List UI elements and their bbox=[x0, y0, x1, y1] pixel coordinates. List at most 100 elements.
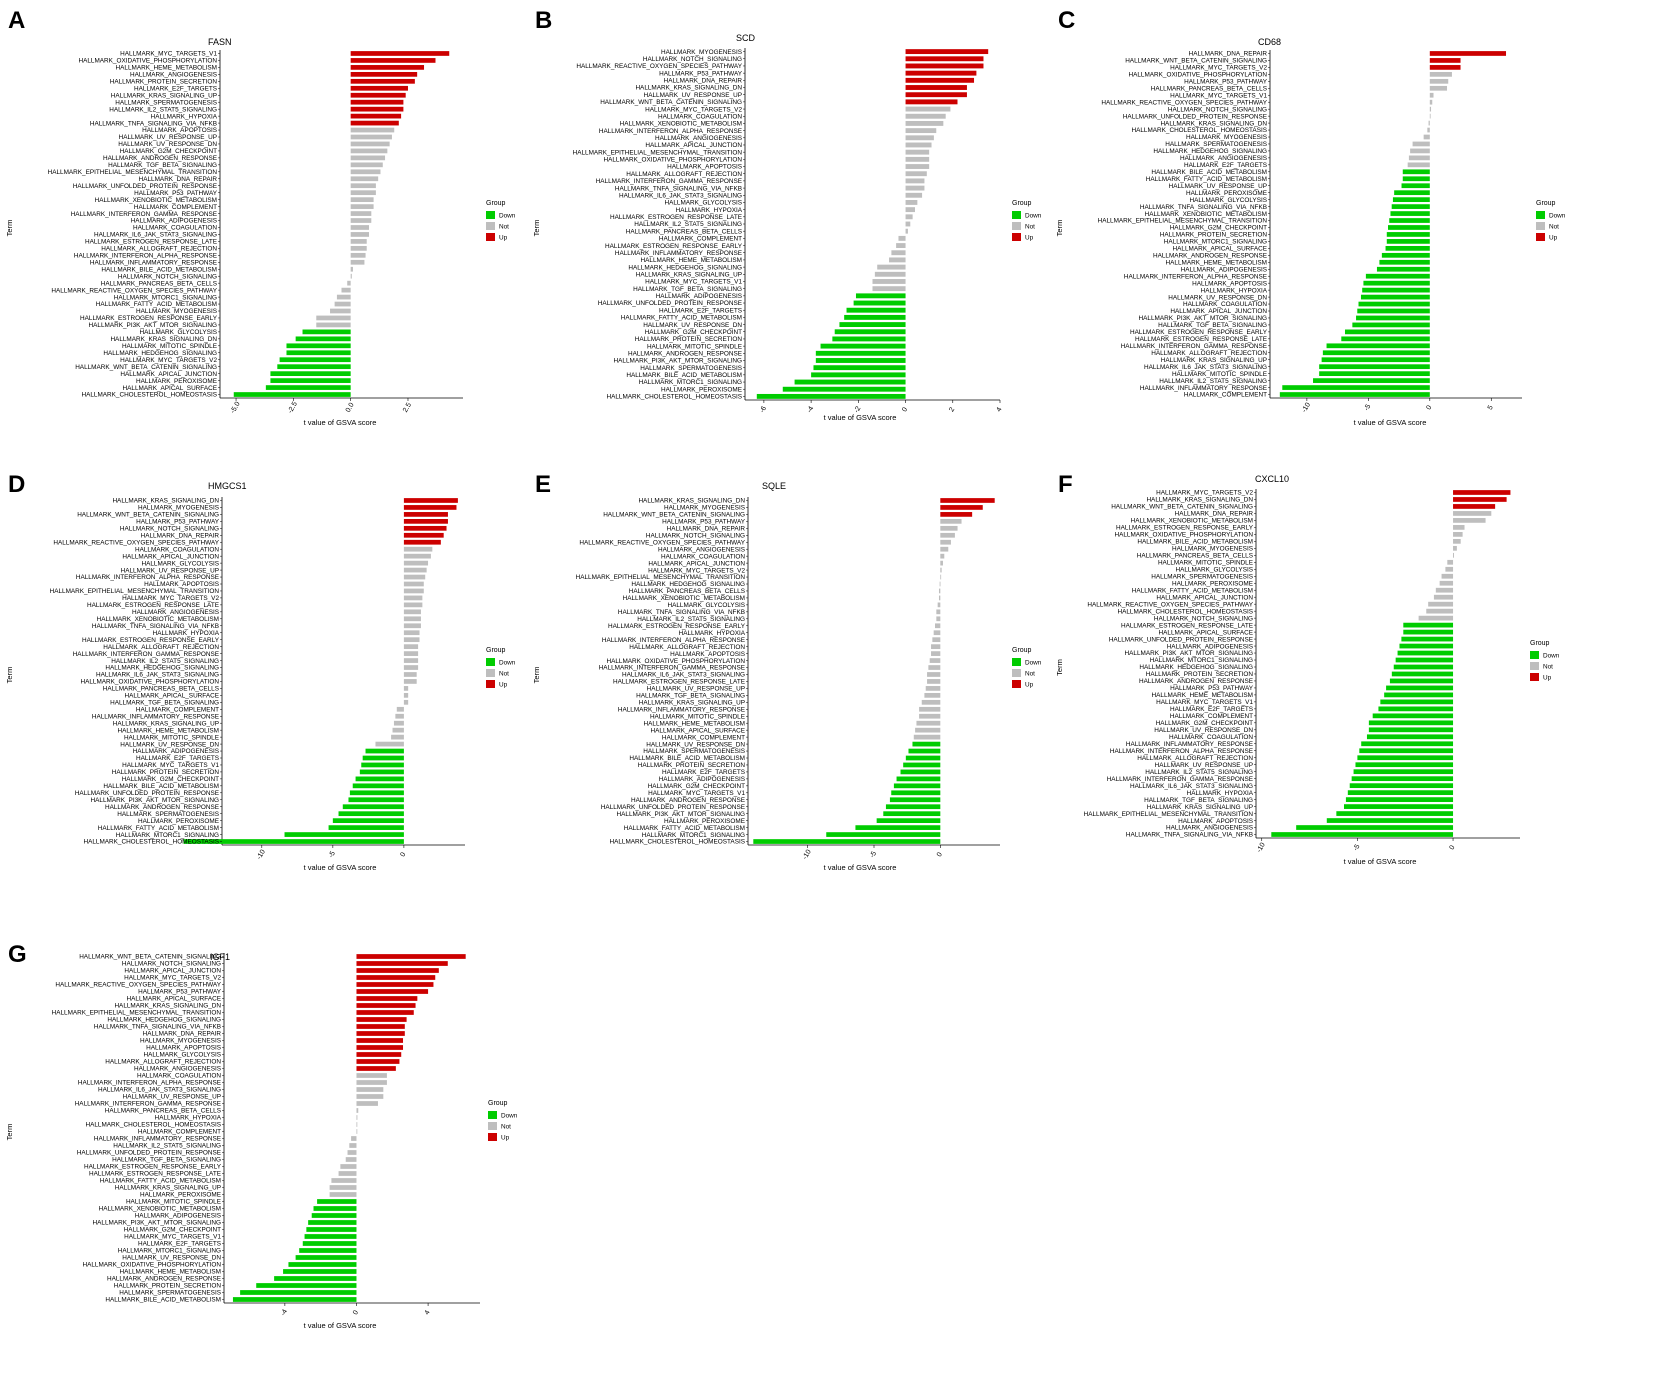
bar bbox=[1271, 832, 1454, 837]
term-label: HALLMARK_KRAS_SIGNALING_UP bbox=[1147, 804, 1253, 811]
term-label: HALLMARK_ADIPOGENESIS bbox=[1181, 266, 1267, 273]
term-label: HALLMARK_ESTROGEN_RESPONSE_LATE bbox=[87, 602, 219, 609]
term-label: HALLMARK_HYPOXIA bbox=[676, 207, 743, 214]
bar bbox=[905, 113, 946, 119]
bar bbox=[1344, 329, 1430, 335]
term-label: HALLMARK_MYC_TARGETS_V1 bbox=[124, 1234, 221, 1241]
chart-title: HMGCS1 bbox=[208, 481, 247, 491]
bar bbox=[1426, 608, 1454, 614]
term-label: HALLMARK_UV_RESPONSE_DN bbox=[1168, 294, 1267, 301]
bar bbox=[1351, 776, 1454, 782]
bar bbox=[350, 127, 395, 133]
term-label: HALLMARK_OXIDATIVE_PHOSPHORYLATION bbox=[606, 658, 745, 665]
term-label: HALLMARK_UV_RESPONSE_DN bbox=[118, 141, 217, 148]
term-label: HALLMARK_G2M_CHECKPOINT bbox=[645, 329, 742, 336]
term-label: HALLMARK_TNFA_SIGNALING_VIA_NFKB bbox=[90, 120, 217, 127]
term-label: HALLMARK_PI3K_AKT_MTOR_SIGNALING bbox=[617, 811, 745, 818]
legend-label-up: Up bbox=[1025, 682, 1034, 689]
bar bbox=[940, 512, 973, 517]
term-label: HALLMARK_IL2_STAT5_SIGNALING bbox=[1159, 378, 1267, 385]
bar bbox=[356, 1101, 378, 1106]
legend-swatch-up bbox=[1012, 233, 1021, 241]
term-label: HALLMARK_OXIDATIVE_PHOSPHORYLATION bbox=[78, 58, 217, 65]
bar bbox=[1361, 741, 1454, 747]
bar bbox=[1435, 587, 1454, 593]
bar bbox=[1423, 134, 1430, 140]
term-label: HALLMARK_GLYCOLYSIS bbox=[1175, 566, 1253, 573]
legend-label-not: Not bbox=[1025, 224, 1035, 231]
x-tick-label: 0 bbox=[1449, 844, 1457, 851]
term-label: HALLMARK_INFLAMMATORY_RESPONSE bbox=[618, 706, 745, 713]
term-label: HALLMARK_XENOBIOTIC_METABOLISM bbox=[623, 595, 745, 602]
bar bbox=[1380, 699, 1454, 705]
term-label: HALLMARK_COAGULATION bbox=[1183, 301, 1267, 308]
term-label: HALLMARK_OXIDATIVE_PHOSPHORYLATION bbox=[603, 157, 742, 164]
panel-letter: C bbox=[1058, 7, 1075, 34]
bar bbox=[403, 665, 419, 670]
term-label: HALLMARK_KRAS_SIGNALING_UP bbox=[113, 720, 219, 727]
term-label: HALLMARK_P53_PATHWAY bbox=[136, 519, 220, 526]
bar bbox=[913, 734, 941, 740]
term-label: HALLMARK_COAGULATION bbox=[133, 225, 217, 232]
bar bbox=[1359, 748, 1454, 754]
bar bbox=[356, 1094, 384, 1099]
bar bbox=[940, 553, 945, 559]
bar bbox=[1399, 643, 1454, 649]
panel-letter: D bbox=[8, 471, 25, 498]
bar bbox=[350, 99, 404, 105]
term-label: HALLMARK_ESTROGEN_RESPONSE_EARLY bbox=[1130, 329, 1268, 336]
legend: Group Down Not Up bbox=[1530, 640, 1560, 682]
legend-swatch-not bbox=[1012, 222, 1021, 230]
term-label: HALLMARK_MYC_TARGETS_V2 bbox=[1156, 490, 1253, 497]
bar bbox=[1447, 559, 1454, 565]
x-axis-label: t value of GSVA score bbox=[304, 863, 377, 872]
term-label: HALLMARK_INTERFERON_GAMMA_RESPONSE bbox=[75, 1101, 221, 1108]
term-label: HALLMARK_CHOLESTEROL_HOMEOSTASIS bbox=[1131, 127, 1267, 134]
bar bbox=[893, 783, 941, 789]
x-axis-label: t value of GSVA score bbox=[824, 413, 897, 422]
term-label: HALLMARK_HEDGEHOG_SIGNALING bbox=[1139, 664, 1253, 671]
bar bbox=[302, 1241, 357, 1246]
panel-g: G IGF1 Term HALLMARK_WNT_BETA_CATENIN_SIGNA… bbox=[5, 941, 518, 1330]
bar bbox=[1453, 490, 1511, 495]
term-label: HALLMARK_INFLAMMATORY_RESPONSE bbox=[90, 259, 217, 266]
term-label: HALLMARK_UNFOLDED_PROTEIN_RESPONSE bbox=[1123, 113, 1267, 120]
term-label: HALLMARK_PI3K_AKT_MTOR_SIGNALING bbox=[89, 322, 217, 329]
bar bbox=[1410, 148, 1430, 154]
bar bbox=[1386, 685, 1454, 691]
bar bbox=[1321, 357, 1430, 363]
bar bbox=[1379, 259, 1430, 265]
bar bbox=[403, 609, 421, 615]
bar bbox=[855, 293, 906, 299]
bar bbox=[1391, 204, 1430, 209]
term-label: HALLMARK_GLYCOLYSIS bbox=[143, 1052, 221, 1059]
bar bbox=[286, 350, 351, 356]
legend-swatch-not bbox=[486, 222, 495, 230]
term-label: HALLMARK_COAGULATION bbox=[1169, 734, 1253, 741]
term-label: HALLMARK_MITOTIC_SPINDLE bbox=[122, 343, 217, 350]
term-label: HALLMARK_MYOGENESIS bbox=[138, 505, 219, 512]
term-label: HALLMARK_SPERMATOGENESIS bbox=[117, 811, 219, 818]
term-label: HALLMARK_TGF_BETA_SIGNALING bbox=[112, 1157, 221, 1164]
bar bbox=[334, 301, 351, 307]
bar bbox=[375, 741, 404, 747]
term-label: HALLMARK_KRAS_SIGNALING_DN bbox=[114, 1003, 221, 1010]
bar bbox=[356, 1003, 416, 1008]
bar bbox=[931, 644, 941, 650]
x-axis-label: t value of GSVA score bbox=[304, 418, 377, 427]
legend-swatch-down bbox=[486, 658, 495, 666]
term-label: HALLMARK_PEROXISOME bbox=[661, 386, 742, 393]
term-label: HALLMARK_SPERMATOGENESIS bbox=[1151, 573, 1253, 580]
bar bbox=[350, 148, 388, 154]
term-label: HALLMARK_ALLOGRAFT_REJECTION bbox=[626, 171, 742, 178]
term-label: HALLMARK_ADIPOGENESIS bbox=[135, 1213, 221, 1220]
bar bbox=[306, 1227, 357, 1232]
term-label: HALLMARK_XENOBIOTIC_METABOLISM bbox=[97, 616, 219, 623]
bar bbox=[288, 1262, 357, 1267]
bar bbox=[350, 106, 404, 112]
term-label: HALLMARK_MYC_TARGETS_V1 bbox=[1170, 92, 1267, 99]
term-label: HALLMARK_KRAS_SIGNALING_DN bbox=[1146, 497, 1253, 504]
bar bbox=[905, 755, 941, 761]
legend-title: Group bbox=[486, 647, 506, 654]
bar bbox=[915, 727, 941, 733]
